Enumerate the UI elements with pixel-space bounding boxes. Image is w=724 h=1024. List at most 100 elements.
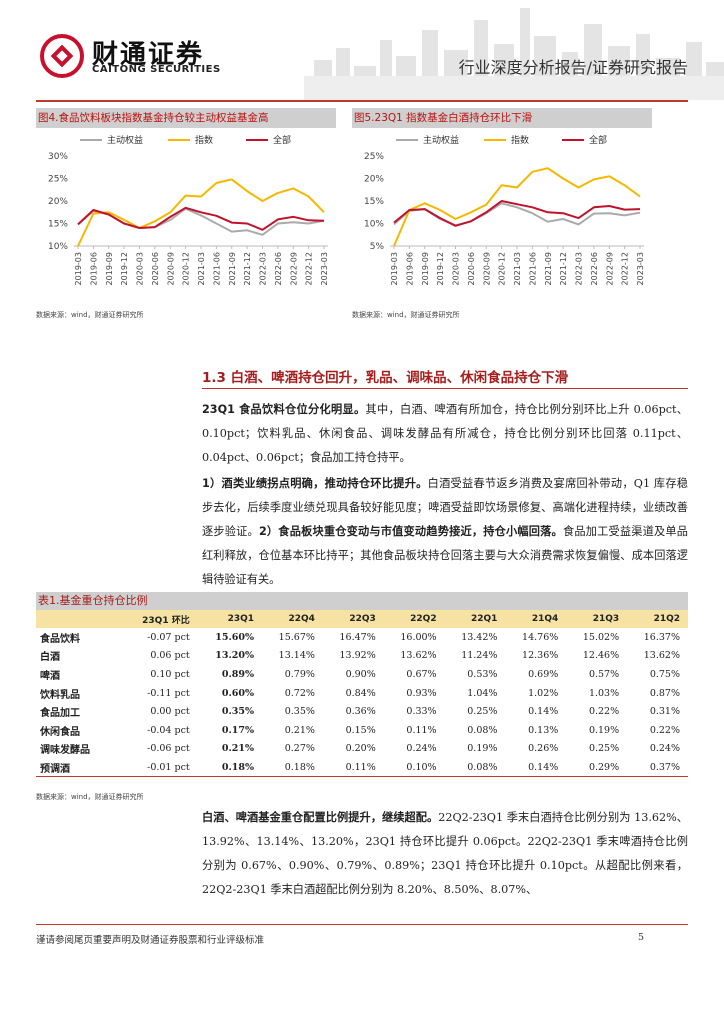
paragraph-3: 白酒、啤酒基金重仓配置比例提升，继续超配。22Q2-23Q1 季末白酒持仓比例分…	[202, 806, 688, 902]
fig5-legend-label: 全部	[589, 134, 607, 146]
table-cell: 0.35%	[221, 706, 255, 718]
table-cell: 0.69%	[528, 668, 559, 680]
fig5-y-tick-label: 15%	[364, 197, 384, 207]
table-cell: -0.06 pct	[147, 743, 190, 755]
fig5-x-tick-label: 2020-03	[452, 252, 461, 285]
table-cell: 0.72%	[284, 687, 315, 699]
table-cell: 啤酒	[40, 670, 60, 682]
fig5-x-tick-label: 2019-06	[405, 252, 414, 285]
table-header-cell: 22Q4	[262, 610, 323, 628]
fig4-x-tick-label: 2020-12	[182, 252, 191, 285]
figure-5-source: 数据来源：wind，财通证券研究所	[352, 311, 460, 319]
fig5-x-tick-label: 2021-09	[544, 252, 553, 285]
table-cell: 0.14%	[528, 706, 559, 718]
footer-disclaimer: 谨请参阅尾页重要声明及财通证券股票和行业评级标准	[36, 935, 265, 946]
table-cell: 1.03%	[588, 687, 620, 699]
table-cell: 13.62%	[643, 650, 680, 662]
table-header-cell: 22Q1	[444, 610, 506, 628]
fig5-y-tick-label: 10%	[364, 220, 384, 230]
table-cell: 食品加工	[40, 708, 80, 720]
fig5-y-tick-label: 25%	[364, 152, 384, 162]
table-header-cell: 22Q2	[383, 610, 445, 628]
fig5-x-tick-label: 2020-09	[482, 252, 491, 285]
table-cell: 0.29%	[566, 758, 628, 778]
table-cell: 0.00 pct	[150, 706, 190, 718]
fig4-x-tick-label: 2020-06	[151, 252, 160, 285]
table-cell: 11.24%	[461, 650, 498, 662]
section-divider	[202, 388, 688, 389]
table-cell: 14.76%	[522, 631, 559, 643]
paragraph-2: 1）酒类业绩拐点明确，推动持仓环比提升。白酒受益春节返乡消费及宴席回补带动，Q1…	[202, 472, 688, 592]
fig4-y-tick-label: 30%	[48, 152, 68, 162]
table-cell: 0.24%	[649, 743, 680, 755]
fig4-series-line	[77, 178, 325, 247]
fig5-x-tick-label: 2019-09	[421, 252, 430, 285]
table-cell: 0.14%	[505, 758, 567, 778]
figure-4: 图4.食品饮料板块指数基金持仓较主动权益基金高 主动权益 指数 全部 10% 15% 20…	[36, 108, 336, 308]
table-cell: 0.27%	[284, 743, 315, 755]
fig5-x-tick-label: 2021-06	[528, 252, 537, 285]
footer-divider	[36, 924, 688, 925]
fig4-x-tick-label: 2022-06	[274, 252, 283, 285]
table-body: 食品饮料 -0.07 pct 15.60% 15.67% 16.47% 16.00% 13.…	[36, 628, 688, 778]
fig4-x-tick-label: 2021-12	[243, 252, 252, 285]
fig5-y-tick-label: 5%	[370, 242, 385, 252]
table-header-cell: 21Q4	[505, 610, 567, 628]
table-cell: 0.36%	[345, 706, 376, 718]
fig4-x-tick-label: 2019-03	[74, 252, 83, 285]
table-title: 表1.基金重仓持仓比例	[36, 592, 688, 610]
table-cell: 13.42%	[461, 631, 498, 643]
table-cell: 15.60%	[215, 631, 255, 643]
report-type: 行业深度分析报告/证券研究报告	[458, 58, 688, 77]
table-cell: 0.25%	[467, 706, 498, 718]
fig5-x-tick-label: 2021-03	[513, 252, 522, 285]
brand-name: 财通证券	[92, 40, 205, 70]
table-cell: 15.02%	[582, 631, 620, 643]
table-cell: 13.14%	[278, 650, 315, 662]
table-cell: 0.89%	[221, 668, 255, 680]
table-header-cell: 23Q1 环比	[121, 610, 198, 628]
fig5-legend-label: 指数	[511, 134, 529, 146]
paragraph-1: 23Q1 食品饮料仓位分化明显。其中，白酒、啤酒有所加仓，持仓比例分别环比上升 …	[202, 398, 688, 470]
table-row: 调味发酵品 -0.06 pct 0.21% 0.27% 0.20% 0.24% 0.19% 0…	[36, 740, 688, 759]
table-cell: 0.08%	[444, 758, 506, 778]
fig4-x-tick-label: 2021-06	[212, 252, 221, 285]
section-title: 1.3 白酒、啤酒持仓回升，乳品、调味品、休闲食品持仓下滑	[202, 370, 569, 386]
table-cell: 休闲食品	[40, 726, 80, 738]
fig4-x-tick-label: 2022-09	[289, 252, 298, 285]
paragraph-3-text: 22Q2-23Q1 季末白酒持仓比例分别为 13.62%、13.92%、13.1…	[202, 811, 688, 896]
paragraph-2-lead-2: 2）食品板块重仓变动与市值变动趋势接近，持仓小幅回落。	[258, 525, 563, 538]
table-cell: 0.18%	[262, 758, 323, 778]
table-cell: 0.20%	[345, 743, 376, 755]
table-cell: 0.93%	[406, 687, 437, 699]
table-cell: -0.11 pct	[147, 687, 190, 699]
fig5-series-line	[393, 200, 641, 227]
fig4-y-tick-label: 20%	[48, 197, 68, 207]
table-cell: 预调酒	[36, 758, 122, 778]
fig4-legend-label: 全部	[273, 134, 291, 146]
table-cell: 食品饮料	[40, 633, 80, 645]
fig4-y-tick-label: 10%	[48, 242, 68, 252]
table-cell: 白酒	[40, 652, 60, 664]
brand-name-en: CAITONG SECURITIES	[92, 64, 221, 75]
table-cell: 0.31%	[649, 706, 680, 718]
table-header-cell	[36, 610, 122, 628]
fig4-x-tick-label: 2019-12	[120, 252, 129, 285]
paragraph-2-text-2: 食品加工受益渠道及单品红利释放，仓位基本环比持平；其他食品板块持仓回落主要与大众…	[202, 525, 688, 586]
table-cell: 0.10%	[383, 758, 445, 778]
paragraph-2-lead-1: 1）酒类业绩拐点明确，推动持仓环比提升。	[202, 477, 428, 490]
table-cell: 13.20%	[215, 650, 255, 662]
fig4-x-tick-label: 2022-03	[259, 252, 268, 285]
fig4-x-tick-label: 2019-09	[105, 252, 114, 285]
table-header-cell: 23Q1	[197, 610, 263, 628]
table-cell: 0.22%	[649, 724, 680, 736]
skyline-decoration	[304, 8, 724, 100]
table-row: 食品加工 0.00 pct 0.35% 0.35% 0.36% 0.33% 0.25% 0.1…	[36, 702, 688, 721]
fig5-x-tick-label: 2020-06	[467, 252, 476, 285]
table-cell: 0.13%	[528, 724, 559, 736]
figure-4-title: 图4.食品饮料板块指数基金持仓较主动权益基金高	[36, 108, 336, 128]
figure-4-source: 数据来源：wind，财通证券研究所	[36, 311, 144, 319]
table-row: 啤酒 0.10 pct 0.89% 0.79% 0.90% 0.67% 0.53% 0.69%…	[36, 665, 688, 684]
table-header-cell: 21Q2	[627, 610, 688, 628]
table-cell: 饮料乳品	[40, 689, 80, 701]
